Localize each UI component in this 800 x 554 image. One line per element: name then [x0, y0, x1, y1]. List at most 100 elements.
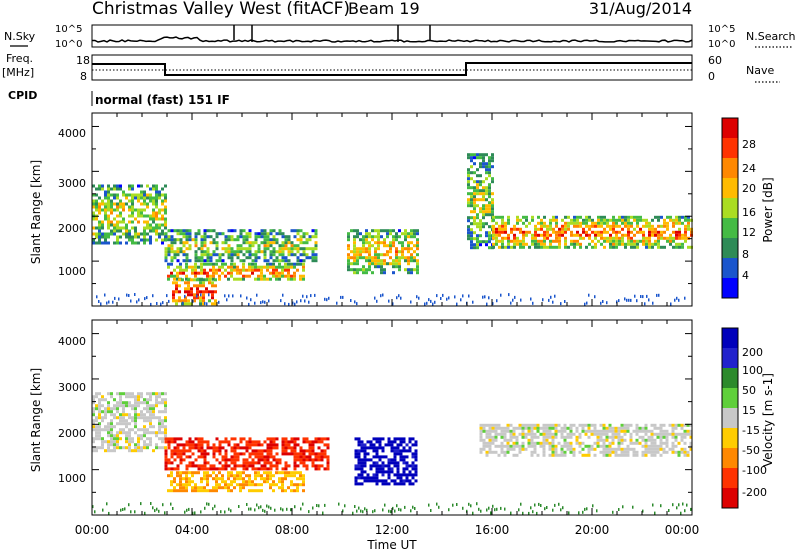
heatmap-cell	[608, 423, 612, 427]
heatmap-cell	[200, 455, 204, 459]
heatmap-cell	[383, 238, 386, 242]
heatmap-cell	[311, 443, 315, 447]
heatmap-cell	[507, 239, 510, 243]
heatmap-cell	[128, 440, 131, 444]
heatmap-cell	[110, 425, 113, 429]
heatmap-cell	[296, 464, 300, 468]
heatmap-cell	[378, 455, 382, 459]
heatmap-cell	[215, 446, 219, 450]
heatmap-cell	[603, 239, 606, 243]
heatmap-cell	[185, 268, 188, 272]
heatmap-cell	[287, 471, 290, 475]
heatmap-cell	[281, 443, 285, 447]
heatmap-cell	[602, 423, 606, 427]
heatmap-cell	[368, 250, 371, 254]
heatmap-cell	[164, 196, 167, 200]
heatmap-cell	[675, 242, 678, 246]
heatmap-cell	[497, 444, 501, 448]
heatmap-cell	[350, 256, 353, 260]
heatmap-cell	[266, 241, 270, 245]
heatmap-cell	[128, 220, 131, 224]
heatmap-cell	[191, 480, 194, 484]
heatmap-cell	[125, 392, 128, 396]
heatmap-cell	[374, 250, 377, 254]
heatmap-cell	[92, 401, 95, 405]
heatmap-cell	[540, 245, 543, 249]
heatmap-cell	[263, 471, 266, 475]
heatmap-cell	[476, 168, 479, 172]
heatmap-cell	[485, 189, 488, 193]
heatmap-cell	[662, 432, 666, 436]
heatmap-cell	[155, 229, 158, 233]
heatmap-cell	[287, 464, 291, 468]
heatmap-cell	[202, 281, 205, 285]
xaxis-label: Time UT	[366, 538, 417, 552]
heatmap-cell	[296, 455, 300, 459]
heatmap-cell	[398, 268, 401, 272]
scatter-cell	[336, 301, 338, 305]
heatmap-cell	[143, 235, 146, 239]
heatmap-cell	[248, 474, 251, 478]
heatmap-cell	[375, 461, 379, 465]
heatmap-cell	[654, 215, 657, 219]
heatmap-cell	[107, 410, 110, 414]
heatmap-cell	[530, 453, 534, 457]
heatmap-cell	[641, 444, 645, 448]
heatmap-cell	[134, 422, 137, 426]
heatmap-cell	[593, 441, 597, 445]
heatmap-cell	[197, 449, 201, 453]
heatmap-cell	[500, 444, 504, 448]
heatmap-cell	[479, 183, 482, 187]
heatmap-cell	[410, 241, 413, 245]
scatter-cell	[622, 505, 624, 509]
heatmap-cell	[101, 398, 104, 402]
heatmap-cell	[371, 238, 374, 242]
heatmap-cell	[512, 444, 516, 448]
heatmap-cell	[245, 443, 249, 447]
heatmap-cell	[107, 407, 110, 411]
heatmap-cell	[155, 190, 158, 194]
heatmap-cell	[470, 222, 473, 226]
heatmap-cell	[284, 247, 288, 251]
heatmap-cell	[672, 218, 675, 222]
heatmap-cell	[179, 241, 183, 245]
heatmap-cell	[662, 450, 666, 454]
heatmap-cell	[119, 211, 122, 215]
heatmap-cell	[549, 224, 552, 228]
scatter-cell	[360, 509, 362, 513]
heatmap-cell	[396, 464, 400, 468]
heatmap-cell	[561, 218, 564, 222]
heatmap-cell	[224, 464, 228, 468]
heatmap-cell	[278, 486, 281, 490]
heatmap-cell	[627, 218, 630, 222]
scatter-cell	[268, 299, 270, 303]
heatmap-cell	[399, 476, 403, 480]
heatmap-cell	[242, 253, 246, 257]
heatmap-cell	[522, 215, 525, 219]
heatmap-cell	[245, 238, 249, 242]
heatmap-cell	[485, 171, 488, 175]
heatmap-cell	[104, 190, 107, 194]
heatmap-cell	[167, 489, 170, 493]
heatmap-cell	[125, 241, 128, 245]
heatmap-cell	[110, 437, 113, 441]
heatmap-cell	[197, 467, 201, 471]
heatmap-cell	[551, 447, 555, 451]
heatmap-cell	[230, 446, 234, 450]
heatmap-cell	[242, 452, 246, 456]
heatmap-cell	[125, 413, 128, 417]
heatmap-cell	[380, 265, 383, 269]
heatmap-cell	[194, 244, 198, 248]
heatmap-cell	[648, 239, 651, 243]
heatmap-cell	[211, 302, 214, 306]
heatmap-cell	[251, 467, 255, 471]
heatmap-cell	[242, 265, 245, 269]
heatmap-cell	[368, 262, 371, 266]
heatmap-cell	[287, 446, 291, 450]
heatmap-cell	[290, 250, 294, 254]
heatmap-cell	[281, 241, 285, 245]
heatmap-cell	[530, 423, 534, 427]
heatmap-cell	[680, 438, 684, 442]
heatmap-cell	[470, 204, 473, 208]
heatmap-cell	[254, 474, 257, 478]
